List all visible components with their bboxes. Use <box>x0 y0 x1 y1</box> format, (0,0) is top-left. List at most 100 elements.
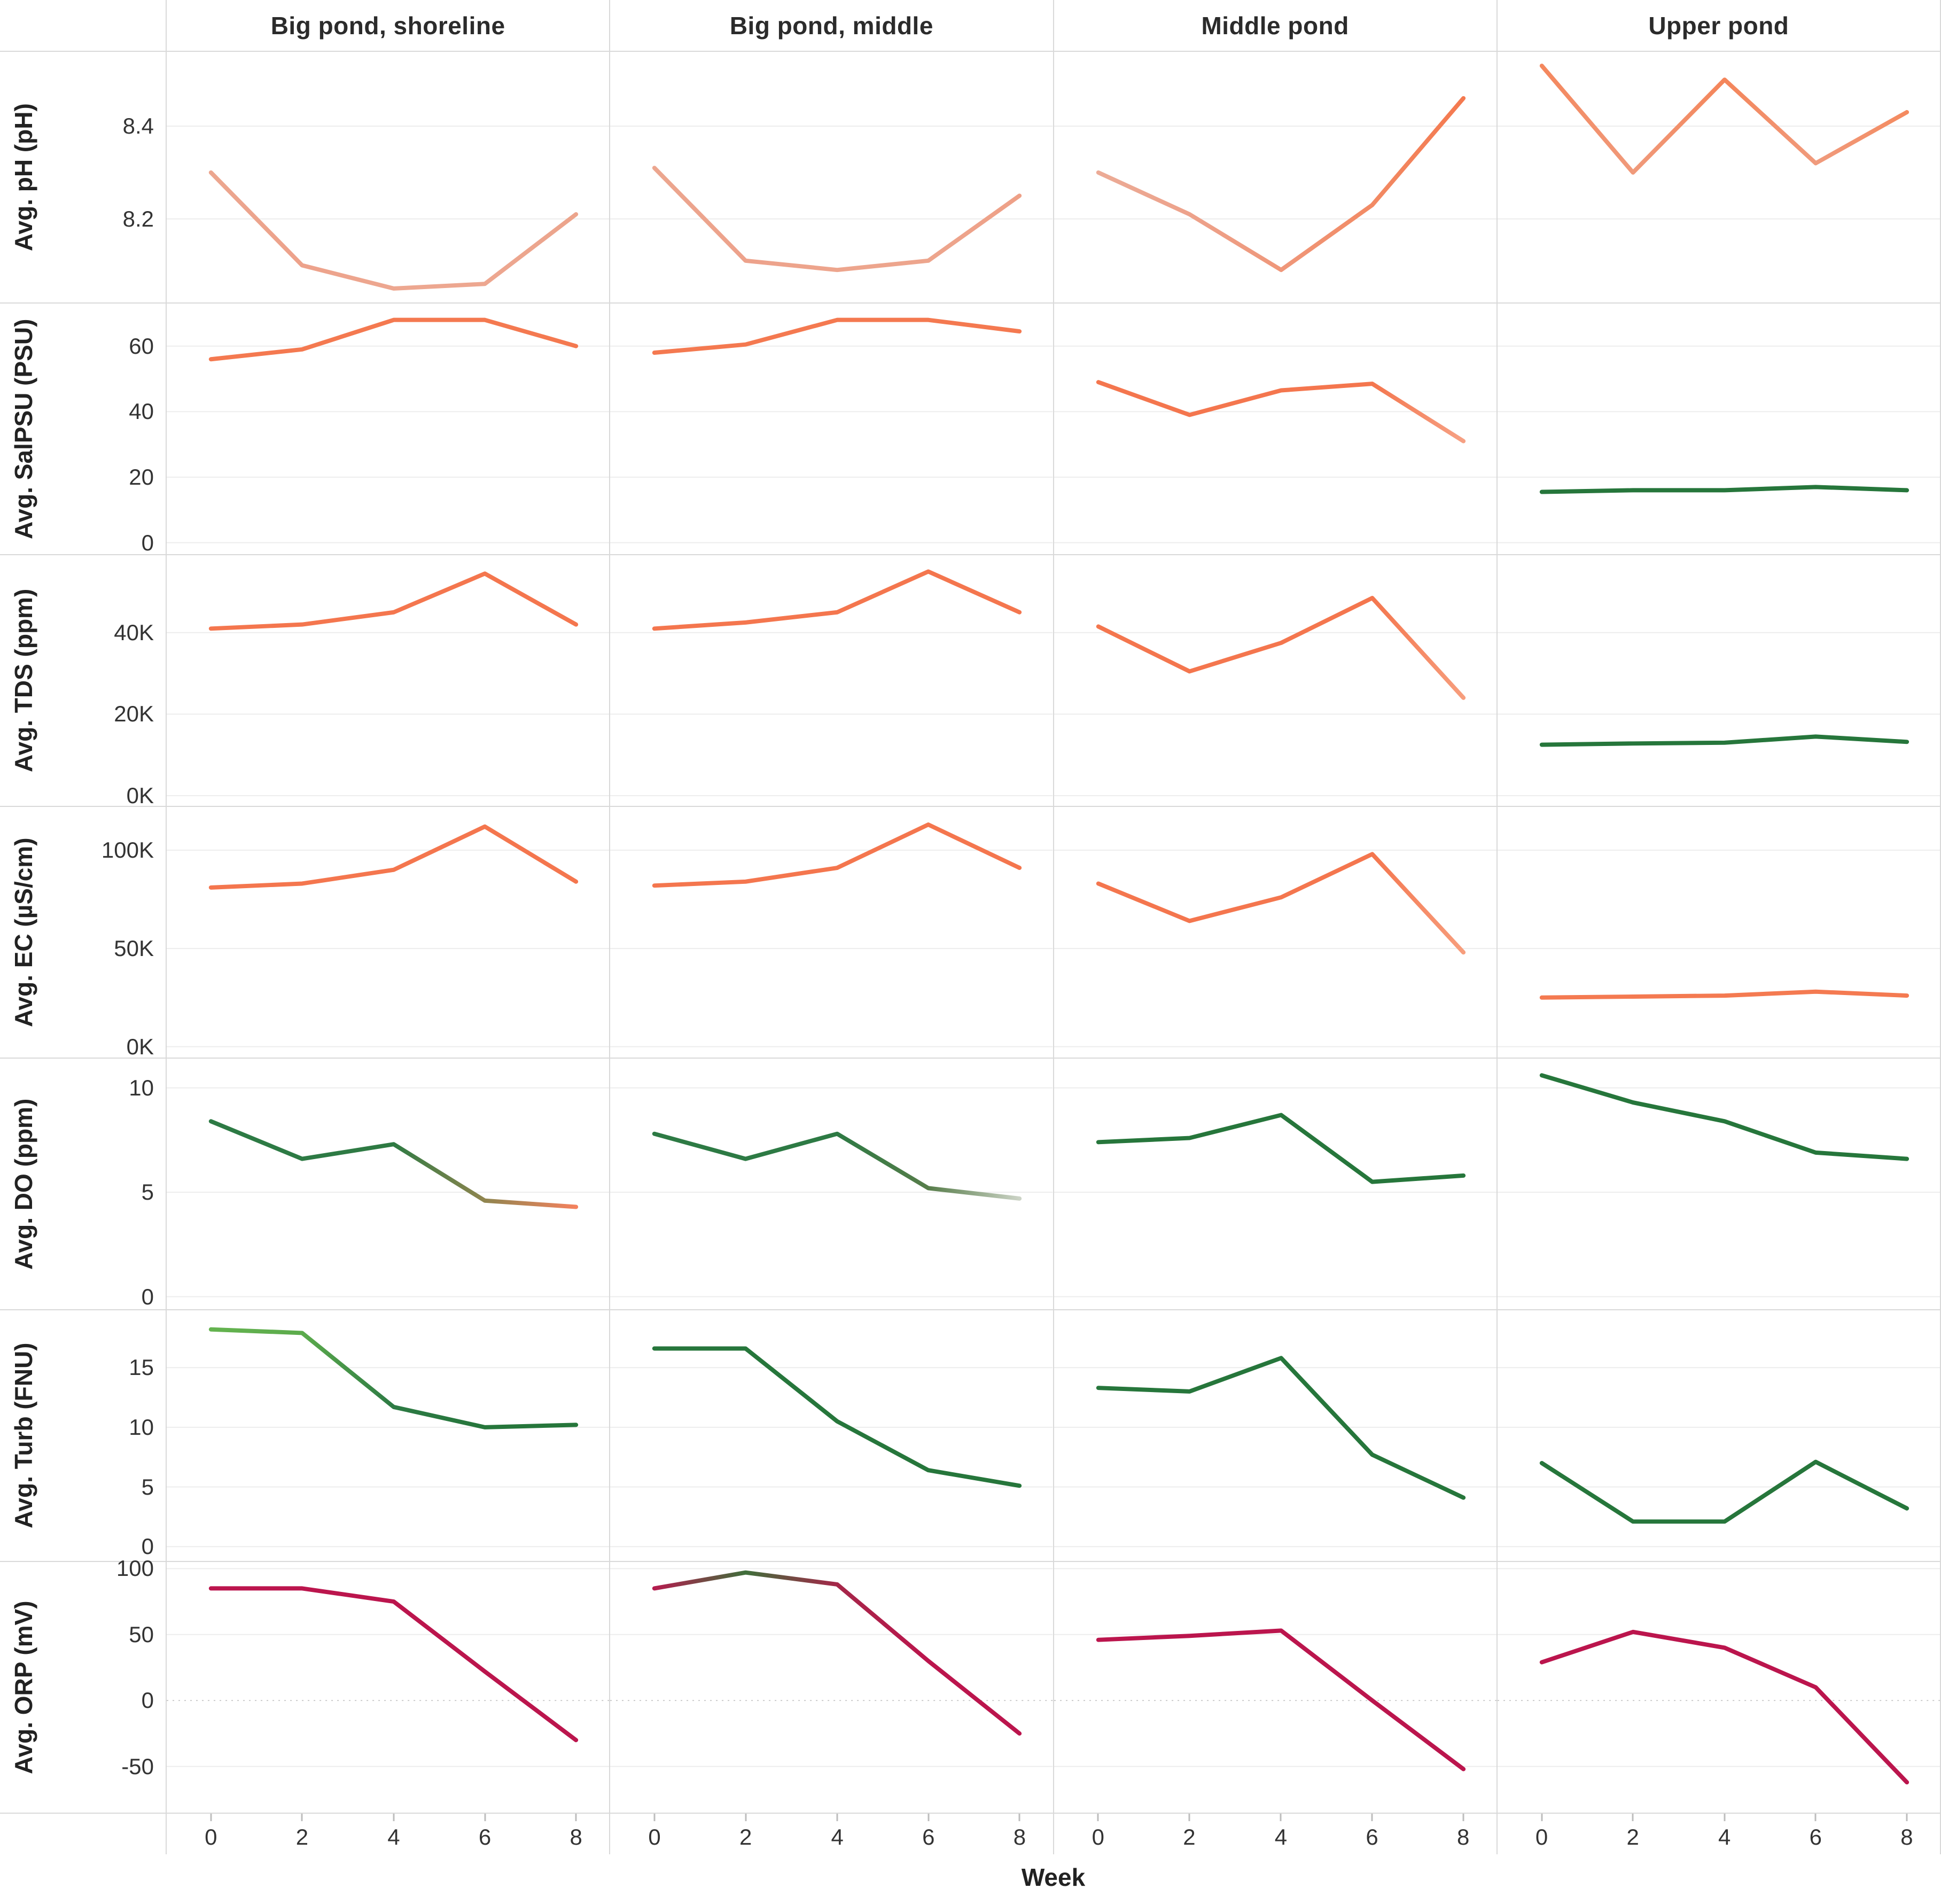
plot-area[interactable] <box>1497 52 1940 302</box>
chart-grid: Avg. pH (pH) 8.4 8.2 Avg. SalPSU (PSU) 60 40 2… <box>0 51 1941 1813</box>
facet-cell-big-pond-middle-avg-ph-ph[interactable] <box>609 52 1053 302</box>
facet-cell-middle-pond-avg-tds-ppm[interactable] <box>1053 555 1496 806</box>
facet-cell-big-pond-middle-avg-tds-ppm[interactable] <box>609 555 1053 806</box>
facet-cell-big-pond-shoreline-avg-turb-fnu[interactable] <box>166 1310 610 1561</box>
plot-area[interactable] <box>610 304 1053 554</box>
line-big-pond-middle[interactable] <box>652 822 1022 888</box>
plot-area[interactable] <box>1497 807 1940 1058</box>
facet-cell-big-pond-middle-avg-ec-s-cm[interactable] <box>609 807 1053 1058</box>
line-middle-pond[interactable] <box>1096 1113 1466 1184</box>
plot-area[interactable] <box>1054 1562 1496 1813</box>
plot-area[interactable] <box>610 1562 1053 1813</box>
line-big-pond-middle[interactable] <box>652 1570 1022 1736</box>
line-big-pond-shoreline[interactable] <box>208 170 579 291</box>
x-tickmark <box>1632 1814 1634 1821</box>
x-tickmark <box>484 1814 486 1821</box>
facet-cell-upper-pond-avg-orp-mv[interactable] <box>1496 1562 1941 1813</box>
plot-area[interactable] <box>610 1059 1053 1309</box>
facet-cell-middle-pond-avg-ph-ph[interactable] <box>1053 52 1496 302</box>
plot-area[interactable] <box>1497 555 1940 806</box>
facet-cell-big-pond-shoreline-avg-do-ppm[interactable] <box>166 1059 610 1309</box>
plot-area[interactable] <box>167 555 610 806</box>
line-big-pond-shoreline[interactable] <box>208 571 579 631</box>
line-middle-pond[interactable] <box>1096 852 1466 955</box>
plot-area[interactable] <box>167 304 610 554</box>
facet-cell-big-pond-middle-avg-do-ppm[interactable] <box>609 1059 1053 1309</box>
facet-cell-big-pond-shoreline-avg-orp-mv[interactable] <box>166 1562 610 1813</box>
line-middle-pond[interactable] <box>1096 380 1466 444</box>
facet-cell-big-pond-shoreline-avg-ec-s-cm[interactable] <box>166 807 610 1058</box>
plot-area[interactable] <box>610 807 1053 1058</box>
facet-cell-middle-pond-avg-salpsu-psu[interactable] <box>1053 304 1496 554</box>
plot-area[interactable] <box>1054 807 1496 1058</box>
facet-cell-big-pond-shoreline-avg-ph-ph[interactable] <box>166 52 610 302</box>
y-tick-label: 5 <box>141 1474 154 1499</box>
line-big-pond-middle[interactable] <box>652 1131 1022 1201</box>
facet-cell-upper-pond-avg-do-ppm[interactable] <box>1496 1059 1941 1309</box>
plot-area[interactable] <box>167 1310 610 1561</box>
x-axis-row: 0 2 4 6 8 0 2 4 6 8 0 2 4 6 8 0 2 4 6 8 <box>0 1813 1941 1854</box>
facet-cell-upper-pond-avg-tds-ppm[interactable] <box>1496 555 1941 806</box>
facet-cell-big-pond-middle-avg-orp-mv[interactable] <box>609 1562 1053 1813</box>
line-big-pond-shoreline[interactable] <box>208 317 579 362</box>
plot-area[interactable] <box>610 555 1053 806</box>
plot-area[interactable] <box>1497 304 1940 554</box>
line-big-pond-middle[interactable] <box>652 166 1022 273</box>
line-big-pond-shoreline[interactable] <box>208 1586 579 1743</box>
plot-area[interactable] <box>167 807 610 1058</box>
plot-area[interactable] <box>1497 1059 1940 1309</box>
y-tick-label: 5 <box>141 1179 154 1205</box>
line-upper-pond[interactable] <box>1539 1073 1909 1161</box>
facet-cell-big-pond-middle-avg-turb-fnu[interactable] <box>609 1310 1053 1561</box>
line-middle-pond[interactable] <box>1096 596 1466 700</box>
facet-cell-middle-pond-avg-orp-mv[interactable] <box>1053 1562 1496 1813</box>
plot-area[interactable] <box>1054 555 1496 806</box>
plot-area[interactable] <box>167 1059 610 1309</box>
x-tickmark <box>836 1814 838 1821</box>
facet-cell-middle-pond-avg-turb-fnu[interactable] <box>1053 1310 1496 1561</box>
line-middle-pond[interactable] <box>1096 1628 1466 1771</box>
line-big-pond-shoreline[interactable] <box>208 1327 579 1429</box>
line-big-pond-middle[interactable] <box>652 317 1022 355</box>
y-tick-label: 50K <box>114 935 154 961</box>
plot-area[interactable] <box>167 1562 610 1813</box>
x-tickmark <box>1541 1814 1543 1821</box>
plot-area[interactable] <box>1054 304 1496 554</box>
plot-area[interactable] <box>167 52 610 302</box>
facet-cell-upper-pond-avg-ph-ph[interactable] <box>1496 52 1941 302</box>
plot-area[interactable] <box>1054 1310 1496 1561</box>
line-upper-pond[interactable] <box>1539 734 1909 747</box>
line-big-pond-shoreline[interactable] <box>208 824 579 890</box>
facet-cell-upper-pond-avg-turb-fnu[interactable] <box>1496 1310 1941 1561</box>
row-axis-label-avg-turb-fnu: Avg. Turb (FNU) <box>10 1342 37 1529</box>
plot-area[interactable] <box>610 1310 1053 1561</box>
plot-area[interactable] <box>610 52 1053 302</box>
y-tick-label: 100K <box>101 837 154 862</box>
line-upper-pond[interactable] <box>1539 1459 1909 1524</box>
line-upper-pond[interactable] <box>1539 64 1909 175</box>
line-middle-pond[interactable] <box>1096 1356 1466 1500</box>
line-big-pond-middle[interactable] <box>652 1346 1022 1488</box>
facet-cell-middle-pond-avg-do-ppm[interactable] <box>1053 1059 1496 1309</box>
facet-cell-middle-pond-avg-ec-s-cm[interactable] <box>1053 807 1496 1058</box>
x-tickmark <box>745 1814 747 1821</box>
plot-area[interactable] <box>1054 52 1496 302</box>
facet-cell-big-pond-shoreline-avg-salpsu-psu[interactable] <box>166 304 610 554</box>
line-upper-pond[interactable] <box>1539 989 1909 1000</box>
y-axis-gutter: Avg. SalPSU (PSU) 60 40 20 0 <box>0 304 166 555</box>
plot-area[interactable] <box>1054 1059 1496 1309</box>
plot-area[interactable] <box>1497 1310 1940 1561</box>
plot-area[interactable] <box>1497 1562 1940 1813</box>
y-tick-label: 0K <box>126 782 154 808</box>
column-header-middle-pond: Middle pond <box>1201 11 1349 40</box>
facet-cell-upper-pond-avg-salpsu-psu[interactable] <box>1496 304 1941 554</box>
line-big-pond-shoreline[interactable] <box>208 1119 579 1209</box>
facet-cell-big-pond-shoreline-avg-tds-ppm[interactable] <box>166 555 610 806</box>
line-upper-pond[interactable] <box>1539 485 1909 494</box>
facet-cell-upper-pond-avg-ec-s-cm[interactable] <box>1496 807 1941 1058</box>
column-header-cell: Middle pond <box>1053 0 1496 51</box>
facet-cell-big-pond-middle-avg-salpsu-psu[interactable] <box>609 304 1053 554</box>
line-upper-pond[interactable] <box>1539 1629 1909 1785</box>
line-middle-pond[interactable] <box>1096 96 1466 273</box>
line-big-pond-middle[interactable] <box>652 569 1022 631</box>
